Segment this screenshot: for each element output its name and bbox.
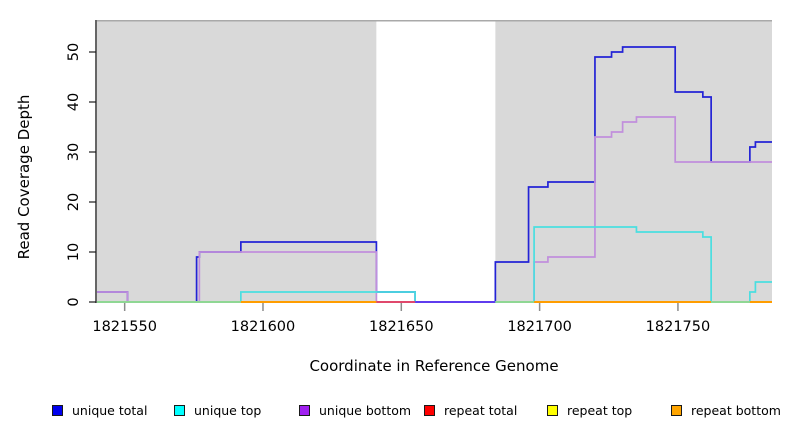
- x-tick-label: 1821650: [369, 319, 434, 335]
- legend: unique total unique top unique bottom repea…: [0, 401, 792, 421]
- region-aligned-region-right: [495, 20, 772, 302]
- x-tick-label: 1821750: [645, 319, 711, 335]
- region-aligned-region-left: [97, 20, 377, 302]
- legend-label: unique total: [72, 402, 148, 418]
- series-unique-top-line: [97, 226, 772, 303]
- x-tick-label: 1821700: [507, 319, 572, 335]
- y-tick-label: 30: [66, 142, 82, 162]
- y-tick-label: 50: [66, 42, 82, 62]
- legend-swatch-icon: [52, 404, 63, 416]
- legend-swatch-icon: [671, 404, 682, 416]
- legend-item-unique-bottom: unique bottom: [299, 401, 411, 419]
- legend-item-repeat-total: repeat total: [424, 401, 517, 419]
- legend-swatch-icon: [299, 404, 310, 416]
- x-tick-label: 1821550: [92, 319, 157, 335]
- legend-label: repeat total: [444, 402, 518, 418]
- legend-item-unique-total: unique total: [52, 401, 147, 419]
- legend-swatch-icon: [424, 404, 435, 416]
- y-tick-label: 20: [66, 192, 82, 212]
- legend-swatch-icon: [547, 404, 558, 416]
- legend-swatch-icon: [174, 404, 185, 416]
- legend-label: unique top: [194, 402, 262, 418]
- y-tick-label: 0: [66, 297, 82, 307]
- y-tick-label: 40: [66, 92, 82, 112]
- legend-item-repeat-top: repeat top: [547, 401, 632, 419]
- y-axis-title: Read Coverage Depth: [15, 94, 33, 260]
- region-uncovered-gap: [376, 22, 496, 302]
- series-unique-bottom-line: [97, 116, 772, 303]
- x-tick-label: 1821600: [230, 319, 296, 335]
- legend-item-repeat-bottom: repeat bottom: [671, 401, 781, 419]
- legend-label: repeat top: [567, 402, 633, 418]
- legend-label: repeat bottom: [691, 402, 781, 418]
- y-tick-label: 10: [66, 242, 82, 262]
- legend-label: unique bottom: [319, 402, 412, 418]
- x-axis-title: Coordinate in Reference Genome: [309, 357, 559, 375]
- legend-item-unique-top: unique top: [174, 401, 261, 419]
